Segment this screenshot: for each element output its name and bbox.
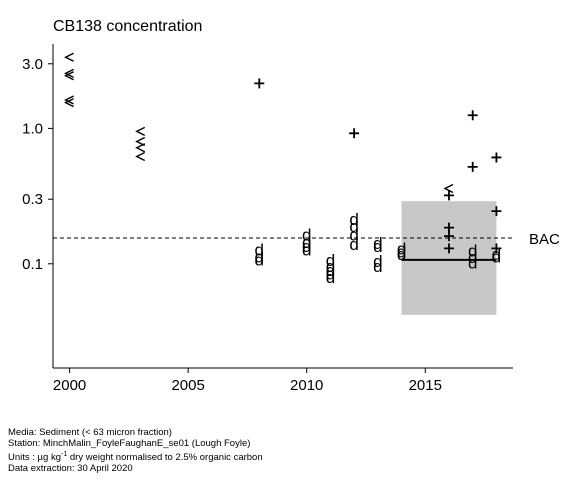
d-marker: d <box>326 264 335 283</box>
d-marker: d <box>302 237 311 256</box>
d-marker: d <box>302 225 311 244</box>
y-tick-label: 3.0 <box>22 56 43 73</box>
footer-media: Media: Sediment (< 63 micron fraction) <box>8 427 172 438</box>
d-marker: d <box>397 243 406 262</box>
d-marker: d <box>397 239 406 258</box>
plus-marker <box>491 152 502 163</box>
d-marker: d <box>373 257 382 276</box>
footer-units-suffix: dry weight normalised to 2.5% organic ca… <box>67 452 263 464</box>
d-marker: d <box>468 254 477 273</box>
less-than-marker <box>135 126 146 137</box>
footer-station: Station: MinchMalin_FoyleFaughanE_se01 (… <box>8 438 251 449</box>
y-tick-label: 0.1 <box>22 256 43 273</box>
chart-footer: Media: Sediment (< 63 micron fraction) S… <box>8 427 263 474</box>
x-tick-label: 2005 <box>171 377 204 394</box>
d-marker: d <box>492 248 501 267</box>
d-marker: d <box>302 233 311 252</box>
less-than-marker <box>135 151 146 162</box>
less-than-marker <box>64 68 74 78</box>
less-than-marker <box>64 95 74 105</box>
less-than-marker <box>135 136 146 147</box>
d-marker: d <box>468 242 477 261</box>
d-marker: d <box>255 248 264 267</box>
assessment-box <box>401 201 497 315</box>
d-marker: d <box>468 248 477 267</box>
less-than-marker <box>135 143 146 153</box>
d-marker: d <box>397 245 406 264</box>
d-marker: d <box>349 225 358 244</box>
less-than-marker <box>64 71 74 81</box>
footer-units: Units : µg kg-1 dry weight normalised to… <box>8 449 263 463</box>
d-marker: d <box>373 234 382 253</box>
plus-marker <box>443 222 454 233</box>
footer-units-sup: -1 <box>61 451 68 458</box>
y-tick-label: 1.0 <box>22 120 43 137</box>
plus-marker <box>349 128 360 139</box>
plus-marker <box>443 190 454 201</box>
less-than-marker <box>64 52 74 62</box>
plus-marker <box>443 243 454 254</box>
d-marker: d <box>326 268 335 287</box>
plus-marker <box>467 161 478 172</box>
plus-marker <box>254 78 265 89</box>
d-marker: d <box>492 245 501 264</box>
plus-marker <box>443 231 454 242</box>
d-marker: d <box>349 235 358 254</box>
footer-extraction: Data extraction: 30 April 2020 <box>8 463 133 475</box>
d-marker: d <box>349 217 358 236</box>
d-marker: d <box>326 251 335 270</box>
plus-marker <box>491 243 502 254</box>
y-tick-label: 0.3 <box>22 191 43 208</box>
less-than-marker <box>64 97 74 108</box>
d-marker: d <box>349 210 358 229</box>
d-marker: d <box>373 237 382 256</box>
x-tick-label: 2015 <box>409 377 442 394</box>
plus-marker <box>467 110 478 121</box>
footer-units-prefix: Units : µg kg <box>8 452 61 464</box>
chart-title: CB138 concentration <box>53 18 203 35</box>
bac-label: BAC <box>529 231 560 248</box>
less-than-marker <box>443 183 454 194</box>
d-marker: d <box>326 257 335 276</box>
d-marker: d <box>373 252 382 271</box>
d-marker: d <box>302 240 311 259</box>
x-tick-label: 2000 <box>53 377 86 394</box>
d-marker: d <box>255 240 264 259</box>
d-marker: d <box>255 250 264 269</box>
d-marker: d <box>326 261 335 280</box>
plus-marker <box>491 206 502 217</box>
x-tick-label: 2010 <box>290 377 323 394</box>
